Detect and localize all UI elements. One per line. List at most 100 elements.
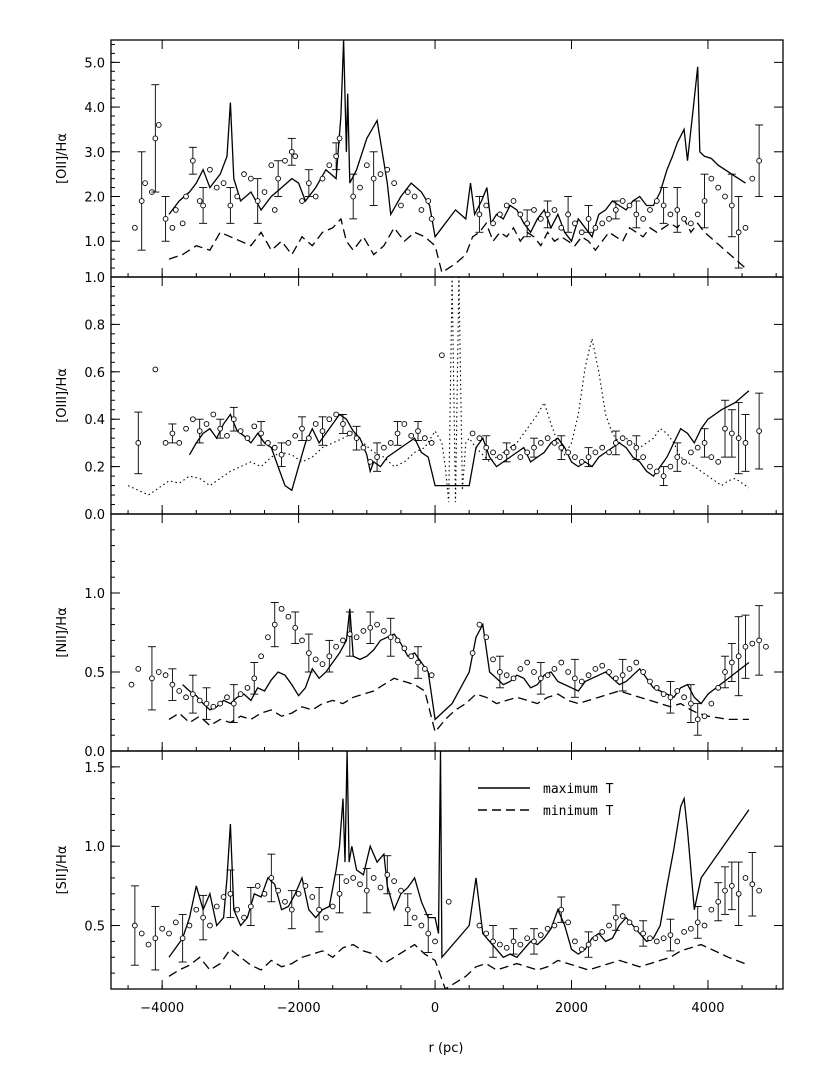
sii-data-point — [316, 906, 322, 913]
sii-data-point — [592, 935, 599, 942]
sii-data-point — [667, 932, 674, 938]
oii-data-point — [268, 162, 275, 169]
sii-data-point — [418, 922, 425, 929]
x-tick-label: −2000 — [277, 1001, 321, 1016]
oii-data-point — [578, 229, 585, 236]
sii-data-point — [432, 938, 438, 945]
sii-data-point — [261, 890, 268, 897]
sii-data-point — [220, 894, 227, 900]
nii-ytick-label: 0.0 — [84, 745, 105, 760]
oiii-solid-line — [188, 390, 750, 492]
oiii-data-point — [708, 454, 715, 460]
nii-data-point — [271, 621, 278, 628]
nii-data-point — [715, 684, 722, 691]
oiii-data-point — [353, 435, 360, 442]
sii-data-point — [633, 925, 640, 932]
sii-data-point — [398, 887, 404, 894]
oii-data-point — [497, 211, 503, 218]
sii-data-point — [207, 922, 213, 929]
oiii-data-point — [374, 454, 380, 460]
sii-ytick-label: 1.0 — [84, 840, 105, 855]
sii-plot-area — [130, 751, 762, 989]
oii-data-point — [292, 153, 299, 160]
nii-data-point — [558, 659, 565, 666]
nii-plot-area — [128, 602, 769, 736]
oiii-data-point — [401, 421, 408, 427]
oii-data-point — [326, 162, 333, 169]
oii-ytick-label: 4.0 — [84, 101, 105, 116]
nii-data-point — [367, 624, 374, 631]
oii-data-point — [694, 211, 701, 218]
oiii-data-point — [667, 463, 674, 470]
oiii-data-point — [476, 435, 483, 442]
sii-data-point — [323, 914, 329, 921]
sii-data-point — [524, 935, 531, 942]
oii-data-point — [404, 189, 411, 195]
sii-data-point — [715, 898, 722, 905]
oii-data-point — [357, 184, 363, 191]
nii-dashed-line — [168, 677, 749, 734]
sii-data-point — [193, 906, 200, 913]
sii-data-point — [234, 906, 241, 913]
sii-data-point — [558, 906, 565, 913]
sii-data-point — [166, 930, 172, 937]
nii-data-point — [592, 665, 599, 672]
oii-data-point — [701, 198, 708, 204]
sii-data-point — [694, 919, 701, 926]
nii-data-point — [196, 697, 203, 704]
oiii-ytick-label: 1.0 — [84, 271, 105, 286]
oiii-data-point — [292, 432, 299, 439]
oii-data-point — [183, 193, 189, 200]
sii-data-point — [517, 941, 524, 948]
oiii-data-point — [387, 440, 394, 446]
oiii-data-point — [728, 430, 735, 437]
oiii-data-point — [660, 473, 667, 479]
oiii-data-point — [360, 444, 367, 451]
oii-data-point — [411, 193, 418, 200]
nii-data-point — [244, 684, 251, 691]
oii-ylabel: [OII]/Hα — [55, 133, 70, 184]
oii-data-point — [261, 189, 268, 195]
oiii-data-point — [483, 444, 490, 451]
panels: 1.0 2.0 3.0 4.0 5.0 [OII]/Hα 0.0 0.2 0.4 0.6 0.8 1.… — [55, 39, 784, 990]
nii-data-point — [408, 653, 415, 660]
oii-data-point — [391, 180, 397, 186]
oii-data-point — [667, 211, 674, 218]
oiii-data-point — [299, 425, 305, 432]
nii-data-point — [217, 700, 224, 707]
oii-data-point — [138, 198, 145, 204]
sii-data-point — [742, 875, 749, 881]
oiii-data-point — [265, 440, 271, 446]
oii-data-point — [241, 171, 247, 178]
oiii-data-point — [647, 463, 653, 470]
sii-data-point — [179, 935, 186, 942]
oiii-data-point — [326, 416, 333, 423]
sii-data-point — [384, 871, 391, 878]
oiii-data-point — [258, 430, 264, 437]
oii-data-point — [660, 202, 667, 209]
oii-panel: 1.0 2.0 3.0 4.0 5.0 [OII]/Hα — [55, 39, 784, 278]
nii-data-point — [428, 672, 435, 679]
nii-data-point — [155, 669, 162, 675]
nii-data-point — [722, 669, 728, 675]
nii-data-point — [203, 700, 210, 707]
sii-data-point — [411, 914, 418, 921]
x-tick-label: −4000 — [140, 1001, 184, 1016]
nii-data-point — [749, 640, 756, 647]
oiii-data-point — [537, 440, 544, 446]
oii-data-point — [234, 193, 241, 200]
sii-data-point — [537, 932, 544, 938]
x-axis-ticks: −4000 −2000 0 2000 4000 — [140, 1001, 724, 1016]
oiii-panel: 0.0 0.2 0.4 0.6 0.8 1.0 [OIII]/Hα — [55, 271, 784, 523]
oiii-data-point — [701, 440, 708, 446]
oiii-data-point — [415, 428, 421, 434]
oiii-dotted-line — [127, 277, 750, 503]
sii-data-point — [674, 938, 681, 945]
oii-data-point — [254, 198, 261, 204]
sii-data-point — [200, 914, 206, 921]
sii-data-point — [268, 875, 275, 881]
oiii-data-point — [408, 432, 415, 439]
oii-data-point — [544, 211, 551, 218]
oii-data-point — [585, 216, 592, 222]
nii-data-point — [490, 656, 496, 663]
